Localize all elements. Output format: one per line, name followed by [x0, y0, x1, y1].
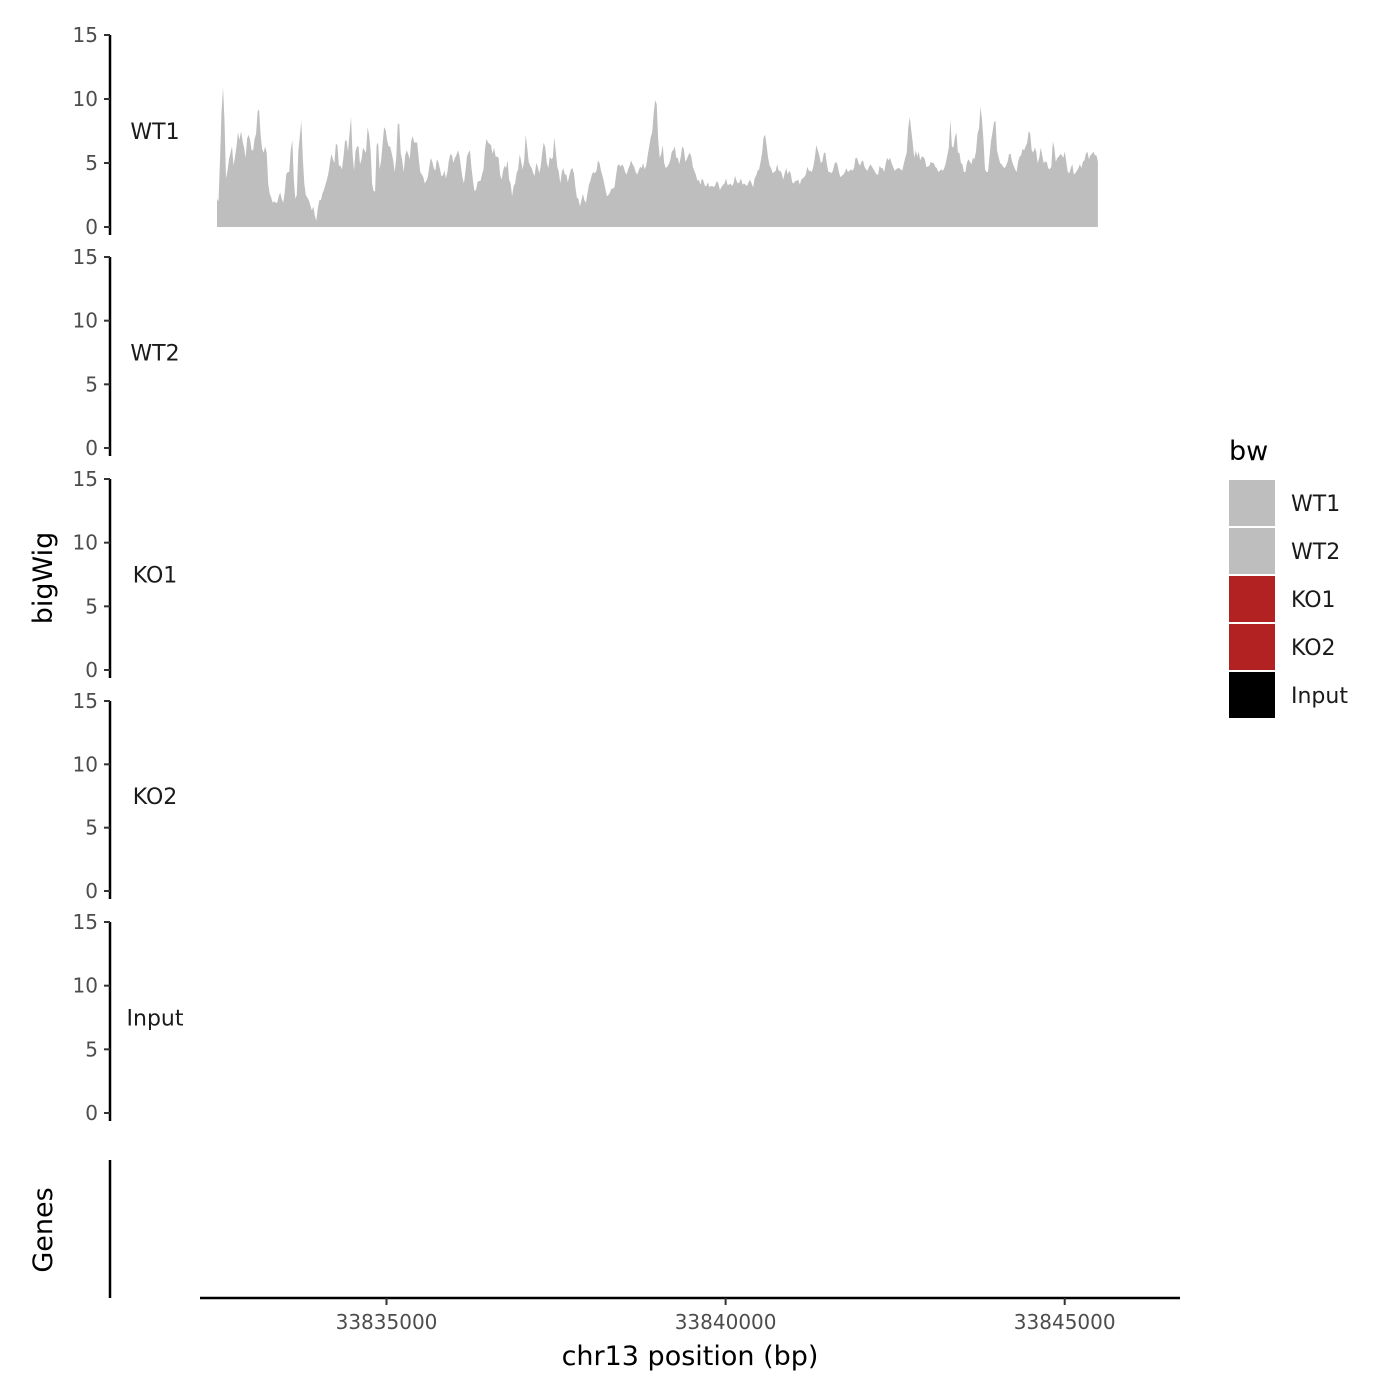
y-tick-label: 15: [73, 245, 98, 269]
y-tick-label: 5: [85, 151, 98, 175]
legend: bw WT1 WT2 KO1 KO2 Input: [1229, 436, 1348, 718]
y-tick-label: 10: [73, 752, 98, 776]
y-tick-label: 10: [73, 531, 98, 555]
legend-key-input: [1229, 672, 1275, 718]
y-tick-label: 5: [85, 372, 98, 396]
legend-key-ko2: [1229, 624, 1275, 670]
y-tick-label: 0: [85, 1101, 98, 1125]
y-tick-label: 5: [85, 816, 98, 840]
track-label: KO2: [133, 785, 178, 810]
legend-key-wt2: [1229, 528, 1275, 574]
x-tick-label: 33835000: [336, 1310, 438, 1334]
x-tick-label: 33845000: [1014, 1310, 1116, 1334]
y-tick-label: 10: [73, 309, 98, 333]
signal-tracks: [217, 87, 1098, 227]
y-tick-label: 15: [73, 23, 98, 47]
y-tick-label: 0: [85, 215, 98, 239]
y-tick-label: 5: [85, 1037, 98, 1061]
area-wt1: [217, 87, 1098, 227]
legend-label: WT2: [1291, 540, 1340, 565]
legend-key-ko1: [1229, 576, 1275, 622]
y-tick-label: 0: [85, 658, 98, 682]
y-tick-label: 0: [85, 436, 98, 460]
legend-title: bw: [1229, 436, 1268, 467]
y-tick-label: 15: [73, 467, 98, 491]
y-axes: 0 5 10 15 WT1 0 5 10 15 WT2 0 5 10 15 KO1 0 5 10 15 KO2 0 5 10…: [73, 23, 184, 1298]
y-tick-label: 0: [85, 879, 98, 903]
y-axis-title: bigWig: [28, 532, 59, 625]
track-label: WT1: [130, 120, 179, 145]
y-tick-label: 10: [73, 974, 98, 998]
y-tick-label: 10: [73, 87, 98, 111]
track-label: KO1: [133, 564, 178, 589]
legend-key-wt1: [1229, 480, 1275, 526]
genes-axis-title: Genes: [28, 1187, 59, 1272]
x-tick-label: 33840000: [675, 1310, 777, 1334]
legend-label: KO2: [1291, 636, 1336, 661]
y-tick-label: 15: [73, 689, 98, 713]
track-label: Input: [127, 1007, 184, 1032]
y-tick-label: 15: [73, 910, 98, 934]
y-tick-label: 5: [85, 594, 98, 618]
legend-label: KO1: [1291, 588, 1336, 613]
x-axis-title: chr13 position (bp): [562, 1341, 819, 1372]
legend-label: WT1: [1291, 492, 1340, 517]
legend-label: Input: [1291, 684, 1348, 709]
track-label: WT2: [130, 342, 179, 367]
x-axis: 33835000 33840000 33845000: [200, 1296, 1180, 1334]
